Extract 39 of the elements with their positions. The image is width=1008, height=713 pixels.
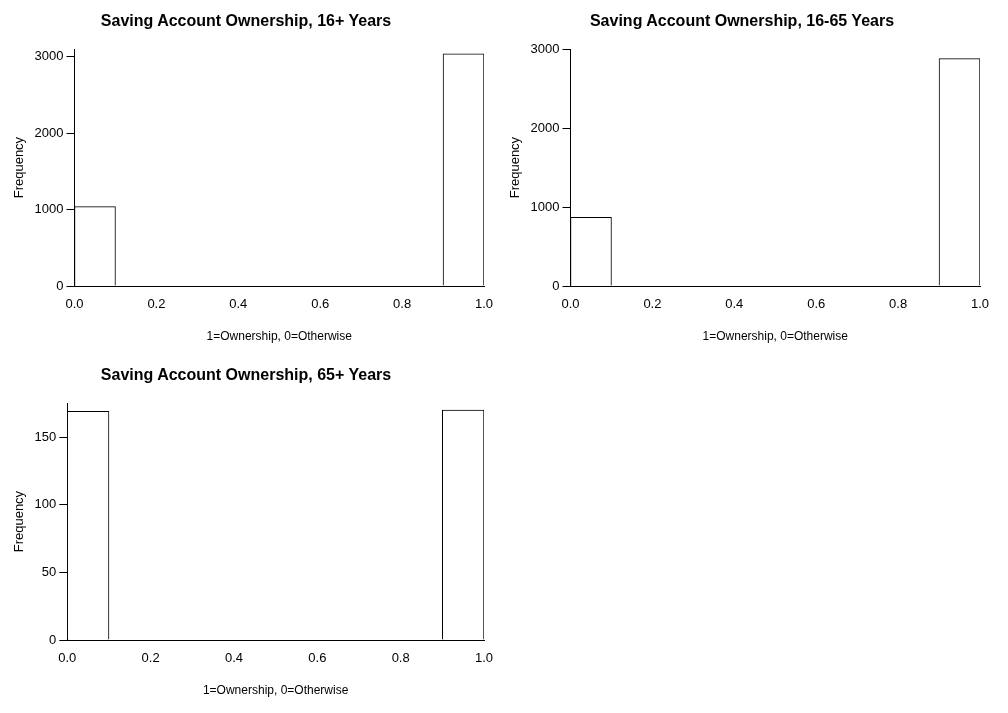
y-tick-label: 0 xyxy=(49,631,57,647)
x-tick-label: 0.4 xyxy=(224,650,244,666)
x-tick-label: 0.6 xyxy=(308,650,327,666)
x-tick-label: 0.0 xyxy=(561,296,580,312)
x-tick-label: 0.0 xyxy=(58,650,77,666)
y-tick-label: 2000 xyxy=(34,124,64,140)
x-axis-title: 1=Ownership, 0=Otherwise xyxy=(702,329,849,344)
y-tick-label: 50 xyxy=(41,563,57,579)
x-tick-label: 0.2 xyxy=(141,650,160,666)
x-tick-label: 0.2 xyxy=(643,296,662,312)
y-tick-label: 0 xyxy=(552,277,560,293)
y-axis-title: Frequency xyxy=(507,136,523,199)
x-tick-label: 1.0 xyxy=(970,296,990,312)
x-tick-label: 1.0 xyxy=(474,650,494,666)
y-tick-label: 150 xyxy=(34,428,57,444)
chart-title: Saving Account Ownership, 16-65 Years xyxy=(589,12,895,30)
x-axis-title: 1=Ownership, 0=Otherwise xyxy=(206,329,353,344)
y-tick-label: 0 xyxy=(56,277,64,293)
x-tick-label: 0.4 xyxy=(725,296,744,312)
y-tick-label: 1000 xyxy=(530,198,560,214)
x-tick-label: 0.2 xyxy=(147,296,166,312)
y-tick-label: 1000 xyxy=(34,201,64,217)
y-tick-label: 3000 xyxy=(530,40,560,56)
y-tick-label: 2000 xyxy=(530,119,560,135)
chart-title: Saving Account Ownership, 65+ Years xyxy=(100,366,392,384)
x-tick-label: 0.0 xyxy=(65,296,84,312)
y-axis-title: Frequency xyxy=(11,136,27,199)
y-axis-title: Frequency xyxy=(11,490,27,553)
x-tick-label: 0.4 xyxy=(229,296,248,312)
x-tick-label: 0.8 xyxy=(391,650,410,666)
x-tick-label: 1.0 xyxy=(474,296,494,312)
x-tick-label: 0.8 xyxy=(393,296,412,312)
x-axis-title: 1=Ownership, 0=Otherwise xyxy=(202,683,349,698)
x-tick-label: 0.6 xyxy=(807,296,826,312)
x-tick-label: 0.6 xyxy=(311,296,330,312)
y-tick-label: 3000 xyxy=(34,48,64,64)
y-tick-label: 100 xyxy=(34,496,57,512)
x-tick-label: 0.8 xyxy=(889,296,908,312)
chart-title: Saving Account Ownership, 16+ Years xyxy=(100,12,392,30)
